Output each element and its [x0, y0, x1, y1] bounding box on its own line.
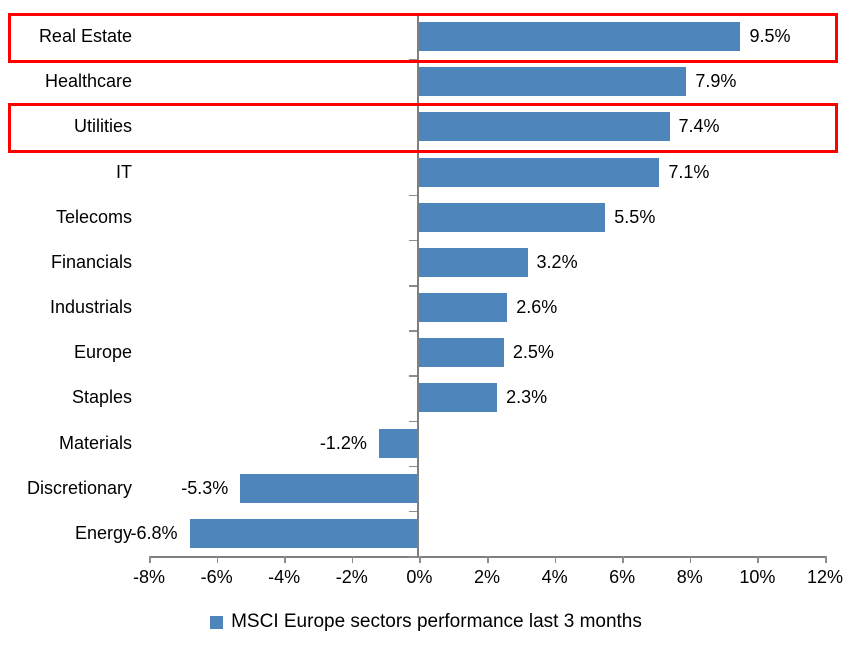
- bar-materials: [378, 428, 420, 458]
- category-label-materials: Materials: [58, 432, 132, 453]
- bar-europe: [419, 338, 504, 368]
- x-axis-tick-label: -6%: [200, 567, 233, 587]
- category-label-healthcare: Healthcare: [44, 71, 132, 92]
- x-axis-tick-label: 8%: [676, 567, 703, 587]
- value-label-europe: 2.5%: [512, 342, 554, 363]
- x-axis-tick-label: 2%: [473, 567, 500, 587]
- value-label-real-estate: 9.5%: [749, 26, 791, 46]
- category-axis-tick: [409, 194, 418, 197]
- x-axis-tick: [757, 556, 759, 563]
- bar-utilities: [419, 112, 670, 142]
- category-label-it: IT: [116, 161, 132, 182]
- bar-staples: [419, 383, 498, 413]
- category-axis-tick: [409, 375, 418, 377]
- x-axis-tick: [149, 556, 151, 563]
- category-axis-tick: [409, 420, 418, 422]
- category-label-real-estate: Real Estate: [38, 26, 132, 46]
- category-label-financials: Financials: [50, 251, 132, 272]
- bar-telecoms: [419, 202, 606, 232]
- x-axis-tick: [554, 556, 557, 563]
- x-axis-tick: [622, 556, 624, 563]
- category-label-telecoms: Telecoms: [55, 206, 132, 227]
- category-axis-tick: [409, 285, 418, 287]
- category-axis-tick: [409, 465, 418, 468]
- value-label-healthcare: 7.9%: [695, 71, 737, 92]
- legend: MSCI Europe sectors performance last 3 m…: [0, 609, 852, 635]
- x-axis-tick: [487, 556, 489, 563]
- x-axis-tick: [689, 556, 692, 563]
- x-axis-tick-label: 12%: [806, 567, 844, 587]
- value-label-industrials: 2.6%: [516, 297, 558, 317]
- category-label-utilities: Utilities: [73, 116, 132, 137]
- category-label-industrials: Industrials: [49, 297, 132, 317]
- category-axis-tick: [409, 239, 418, 242]
- value-label-telecoms: 5.5%: [614, 206, 656, 227]
- x-axis-tick-label: -4%: [268, 567, 301, 587]
- x-axis-tick-label: 10%: [739, 567, 776, 587]
- bar-real-estate: [419, 22, 741, 52]
- value-label-staples: 2.3%: [506, 387, 548, 408]
- x-axis-tick-label: 6%: [609, 567, 636, 587]
- x-axis-tick: [216, 556, 219, 563]
- category-label-staples: Staples: [71, 387, 132, 408]
- bar-discretionary: [240, 473, 420, 503]
- category-axis-tick: [409, 556, 418, 558]
- category-label-europe: Europe: [73, 342, 132, 363]
- y-axis-line: [417, 14, 420, 556]
- value-label-utilities: 7.4%: [678, 116, 720, 137]
- x-axis-tick-label: -2%: [335, 567, 368, 587]
- x-axis-tick-label: 4%: [541, 567, 568, 587]
- value-label-energy: -6.8%: [130, 522, 178, 543]
- x-axis-tick-label: -8%: [132, 567, 165, 587]
- x-axis-tick-label: 0%: [406, 567, 433, 587]
- x-axis-tick: [351, 556, 354, 563]
- category-axis-tick: [409, 510, 418, 513]
- legend-label: MSCI Europe sectors performance last 3 m…: [231, 611, 642, 632]
- category-label-energy: Energy: [74, 522, 132, 543]
- bar-healthcare: [419, 67, 687, 97]
- category-axis-tick: [409, 330, 418, 332]
- value-label-it: 7.1%: [668, 161, 710, 182]
- x-axis-tick: [419, 556, 421, 563]
- x-axis-tick: [284, 556, 286, 563]
- category-label-discretionary: Discretionary: [26, 477, 132, 498]
- bar-industrials: [419, 293, 508, 323]
- bar-financials: [419, 247, 528, 277]
- bar-energy: [189, 518, 420, 548]
- bar-it: [419, 157, 660, 187]
- highlight-box-real-estate: [8, 12, 838, 63]
- value-label-materials: -1.2%: [319, 432, 367, 453]
- value-label-discretionary: -5.3%: [181, 477, 229, 498]
- value-label-financials: 3.2%: [536, 251, 578, 272]
- x-axis-tick: [825, 556, 827, 563]
- legend-swatch: [210, 615, 224, 629]
- highlight-box-utilities: [8, 102, 838, 153]
